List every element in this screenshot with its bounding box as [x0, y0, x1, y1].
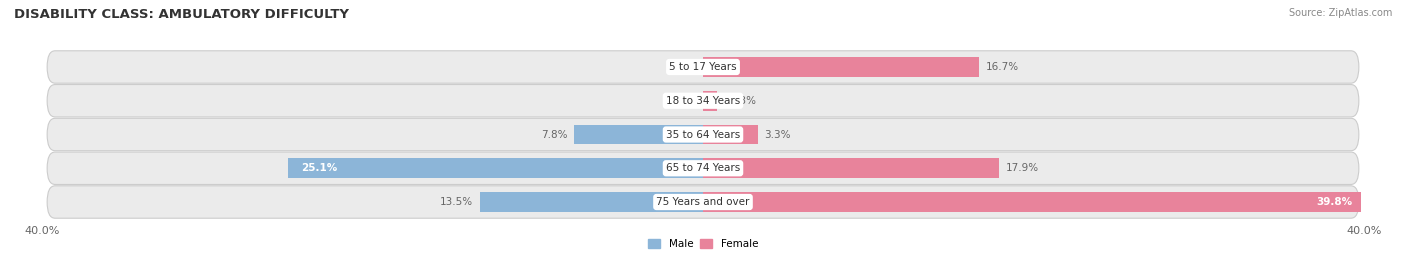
- FancyBboxPatch shape: [48, 118, 1358, 151]
- Text: 0.0%: 0.0%: [668, 96, 695, 106]
- Text: 39.8%: 39.8%: [1316, 197, 1353, 207]
- FancyBboxPatch shape: [48, 51, 1358, 83]
- Text: 5 to 17 Years: 5 to 17 Years: [669, 62, 737, 72]
- Bar: [479, 192, 703, 212]
- Bar: [703, 91, 717, 111]
- Text: Source: ZipAtlas.com: Source: ZipAtlas.com: [1288, 8, 1392, 18]
- Text: 75 Years and over: 75 Years and over: [657, 197, 749, 207]
- Text: DISABILITY CLASS: AMBULATORY DIFFICULTY: DISABILITY CLASS: AMBULATORY DIFFICULTY: [14, 8, 349, 21]
- Bar: [574, 125, 703, 144]
- Bar: [703, 57, 979, 77]
- FancyBboxPatch shape: [48, 84, 1358, 117]
- Bar: [703, 158, 998, 178]
- Text: 25.1%: 25.1%: [301, 163, 337, 173]
- Text: 0.83%: 0.83%: [723, 96, 756, 106]
- Bar: [288, 158, 703, 178]
- Text: 65 to 74 Years: 65 to 74 Years: [666, 163, 740, 173]
- Text: 16.7%: 16.7%: [986, 62, 1018, 72]
- Text: 7.8%: 7.8%: [541, 129, 568, 140]
- Legend: Male, Female: Male, Female: [644, 235, 762, 253]
- Text: 0.0%: 0.0%: [668, 62, 695, 72]
- Text: 35 to 64 Years: 35 to 64 Years: [666, 129, 740, 140]
- Bar: [703, 125, 758, 144]
- FancyBboxPatch shape: [48, 152, 1358, 185]
- Text: 13.5%: 13.5%: [440, 197, 474, 207]
- Text: 17.9%: 17.9%: [1005, 163, 1039, 173]
- FancyBboxPatch shape: [48, 186, 1358, 218]
- Text: 3.3%: 3.3%: [763, 129, 790, 140]
- Bar: [703, 192, 1361, 212]
- Text: 18 to 34 Years: 18 to 34 Years: [666, 96, 740, 106]
